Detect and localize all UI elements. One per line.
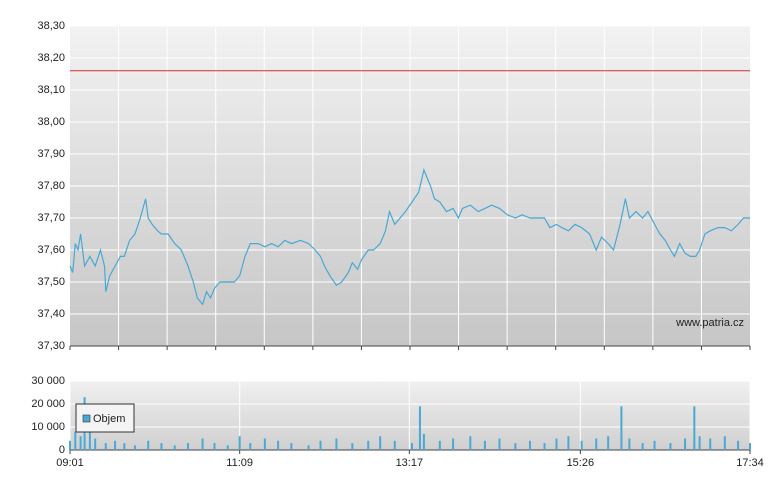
volume-bar	[483, 440, 486, 450]
y-tick-label: 37,80	[37, 180, 65, 192]
volume-bar	[238, 436, 241, 450]
volume-bar	[410, 443, 413, 450]
legend-label: Objem	[93, 413, 125, 425]
volume-bar	[684, 438, 687, 450]
volume-bar	[580, 440, 583, 450]
y-tick-label: 37,50	[37, 276, 65, 288]
volume-bar	[290, 443, 293, 450]
volume-bar	[319, 440, 322, 450]
volume-bar	[160, 443, 163, 450]
x-tick-label: 17:34	[736, 457, 764, 469]
volume-bar	[307, 445, 310, 450]
volume-bar	[607, 436, 610, 450]
volume-bar	[173, 445, 176, 450]
volume-bar	[79, 436, 82, 450]
x-tick-label: 11:09	[226, 457, 253, 469]
y-tick-label: 38,30	[37, 20, 65, 32]
y-tick-label: 37,90	[37, 148, 65, 160]
volume-bar	[653, 440, 656, 450]
volume-bar	[528, 440, 531, 450]
volume-bar	[669, 443, 672, 450]
volume-bar	[555, 438, 558, 450]
x-tick-label: 09:01	[56, 457, 84, 469]
y-tick-label: 10 000	[31, 421, 65, 433]
volume-bar	[723, 436, 726, 450]
volume-panel	[70, 381, 750, 450]
y-tick-label: 37,30	[37, 340, 65, 352]
volume-bar	[277, 440, 280, 450]
volume-bar	[709, 438, 712, 450]
volume-bar	[114, 440, 117, 450]
volume-bar	[186, 443, 189, 450]
y-tick-label: 0	[59, 444, 65, 456]
volume-bar	[693, 406, 696, 450]
volume-bar	[393, 440, 396, 450]
price-line	[69, 168, 750, 306]
y-tick-label: 30 000	[31, 375, 65, 387]
y-tick-label: 37,60	[37, 244, 65, 256]
volume-bar	[498, 438, 501, 450]
y-tick-label: 38,10	[37, 84, 65, 96]
volume-bar	[335, 438, 338, 450]
volume-bar	[749, 443, 751, 450]
volume-bar	[133, 445, 136, 450]
y-tick-label: 20 000	[31, 398, 65, 410]
volume-bar	[514, 443, 517, 450]
volume-bar	[422, 433, 425, 450]
volume-bar	[69, 440, 71, 450]
volume-bar	[543, 443, 546, 450]
watermark: www.patria.cz	[675, 317, 744, 329]
y-tick-label: 37,40	[37, 308, 65, 320]
volume-bar	[123, 443, 126, 450]
volume-bar	[698, 436, 701, 450]
volume-bar	[469, 436, 472, 450]
volume-bar	[74, 431, 77, 450]
volume-bar	[641, 443, 644, 450]
volume-bar	[104, 443, 107, 450]
y-tick-label: 37,70	[37, 212, 65, 224]
volume-bar	[452, 438, 455, 450]
volume-bar	[628, 438, 631, 450]
y-tick-label: 38,00	[37, 116, 65, 128]
legend-swatch	[82, 414, 91, 423]
x-tick-label: 15:26	[567, 457, 595, 469]
volume-bar	[263, 438, 266, 450]
volume-bar	[88, 429, 91, 450]
volume-bar	[94, 438, 97, 450]
volume-bar	[226, 445, 229, 450]
x-tick-label: 13:17	[396, 457, 424, 469]
volume-bar	[567, 436, 570, 450]
volume-bar	[620, 406, 623, 450]
volume-bar	[147, 440, 150, 450]
volume-bar	[201, 438, 204, 450]
volume-bar	[595, 438, 598, 450]
y-tick-label: 38,20	[37, 52, 65, 64]
volume-bar	[213, 443, 216, 450]
volume-bar	[379, 436, 382, 450]
volume-bar	[351, 443, 354, 450]
volume-bar	[438, 440, 441, 450]
volume-bar	[249, 443, 252, 450]
volume-bar	[418, 406, 421, 450]
volume-bar	[737, 440, 740, 450]
volume-bar	[367, 440, 370, 450]
